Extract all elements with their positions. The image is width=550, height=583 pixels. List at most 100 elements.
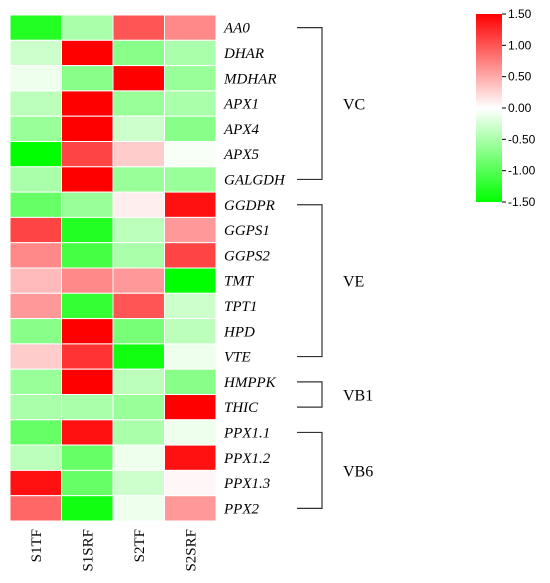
- row-label: HMPPK: [223, 375, 277, 391]
- heatmap-cell: [164, 90, 217, 117]
- legend-tick-label: -0.50: [508, 132, 536, 146]
- column-label: S2TF: [132, 529, 148, 562]
- heatmap-cell: [9, 115, 62, 142]
- legend-tick-label: 0.00: [508, 101, 532, 115]
- row-label: PPX1.2: [223, 451, 271, 467]
- column-label: S1SRF: [80, 529, 96, 572]
- group-label: VC: [343, 97, 365, 114]
- heatmap-cell: [164, 394, 217, 421]
- heatmap-cell: [112, 191, 165, 218]
- heatmap-cell: [112, 343, 165, 370]
- heatmap-cell: [61, 216, 114, 244]
- heatmap-cell: [9, 242, 62, 269]
- heatmap-cell: [9, 419, 62, 446]
- row-label: TPT1: [224, 299, 257, 315]
- heatmap-cell: [112, 267, 165, 294]
- group-bracket: [297, 204, 323, 358]
- heatmap-cell: [61, 444, 114, 471]
- heatmap-cell: [112, 495, 165, 522]
- heatmap-cell: [61, 242, 114, 269]
- heatmap-cell: [164, 469, 217, 497]
- color-legend: 1.50 1.00 0.50 0.00 -0.50 -1.00 -1.50: [476, 7, 536, 209]
- group-brackets: VC VE VB1 VB6: [297, 27, 373, 509]
- row-label: AA0: [223, 21, 250, 37]
- heatmap-cell: [112, 216, 165, 244]
- row-label: PPX1.3: [223, 476, 270, 492]
- heatmap-cell: [61, 191, 114, 218]
- heatmap-cell: [164, 318, 217, 345]
- heatmap-cell: [164, 141, 217, 168]
- heatmap-cell: [61, 318, 114, 345]
- heatmap-cell: [164, 242, 217, 269]
- heatmap-cell: [9, 394, 62, 421]
- heatmap-cell: [164, 39, 217, 67]
- heatmap-cell: [9, 216, 62, 244]
- heatmap-cell: [112, 444, 165, 471]
- row-label: THIC: [224, 400, 259, 416]
- heatmap-cell: [164, 343, 217, 370]
- row-label: APX5: [223, 147, 259, 163]
- group-label: VE: [343, 274, 364, 291]
- heatmap-cell: [61, 14, 114, 41]
- row-label: APX1: [223, 97, 259, 113]
- heatmap-cell: [61, 292, 114, 320]
- row-labels: AA0 DHAR MDHAR APX1 APX4 APX5 GALGDH GGDPR GGPS1…: [223, 21, 286, 518]
- heatmap-cell: [112, 39, 165, 67]
- heatmap-cell: [112, 469, 165, 497]
- heatmap-cell: [9, 267, 62, 294]
- heatmap-cell: [164, 65, 217, 92]
- heatmap-cell: [112, 318, 165, 345]
- heatmap-cell: [164, 419, 217, 446]
- row-label: PPX1.1: [223, 425, 270, 441]
- column-label: S1TF: [29, 529, 45, 562]
- legend-tick-label: 1.00: [508, 38, 532, 52]
- column-label: S2SRF: [183, 529, 199, 572]
- group-label: VB1: [343, 388, 373, 405]
- heatmap-cell: [9, 90, 62, 117]
- heatmap-cell: [9, 191, 62, 218]
- heatmap-cell: [164, 267, 217, 294]
- heatmap-cell: [112, 90, 165, 117]
- heatmap-cell: [61, 166, 114, 193]
- heatmap-cell: [112, 292, 165, 320]
- heatmap-cell: [112, 141, 165, 168]
- heatmap-cell: [9, 368, 62, 396]
- heatmap-cell: [9, 469, 62, 497]
- heatmap-cell: [112, 368, 165, 396]
- heatmap-cell: [9, 495, 62, 522]
- row-label: PPX2: [223, 501, 259, 517]
- row-label: GGPS2: [224, 248, 270, 264]
- heatmap-cell: [112, 419, 165, 446]
- heatmap-cell: [164, 191, 217, 218]
- heatmap-cell: [9, 318, 62, 345]
- heatmap-cell: [112, 65, 165, 92]
- heatmap-cell: [61, 90, 114, 117]
- heatmap-cell: [112, 394, 165, 421]
- heatmap-cell: [61, 115, 114, 142]
- heatmap-cell: [112, 115, 165, 142]
- heatmap-cell: [164, 495, 217, 522]
- row-label: HPD: [223, 324, 255, 340]
- heatmap-cell: [164, 166, 217, 193]
- heatmap-cell: [9, 65, 62, 92]
- heatmap-cell: [61, 368, 114, 396]
- heatmap-cell: [9, 166, 62, 193]
- legend-tick-label: 0.50: [508, 70, 532, 84]
- group-bracket: [297, 27, 323, 181]
- heatmap-cell: [61, 65, 114, 92]
- heatmap-cell: [9, 444, 62, 471]
- heatmap-cell: [164, 216, 217, 244]
- group-bracket: [297, 431, 323, 509]
- heatmap-cells: [9, 14, 217, 522]
- row-label: MDHAR: [223, 71, 277, 87]
- heatmap-cell: [61, 343, 114, 370]
- legend-gradient-bar: [476, 14, 502, 202]
- legend-tick-label: 1.50: [508, 7, 532, 21]
- heatmap-cell: [9, 14, 62, 41]
- heatmap-cell: [9, 292, 62, 320]
- row-label: TMT: [224, 274, 255, 290]
- row-label: GALGDH: [224, 172, 286, 188]
- legend-ticks: 1.50 1.00 0.50 0.00 -0.50 -1.00 -1.50: [502, 7, 536, 209]
- heatmap-cell: [61, 394, 114, 421]
